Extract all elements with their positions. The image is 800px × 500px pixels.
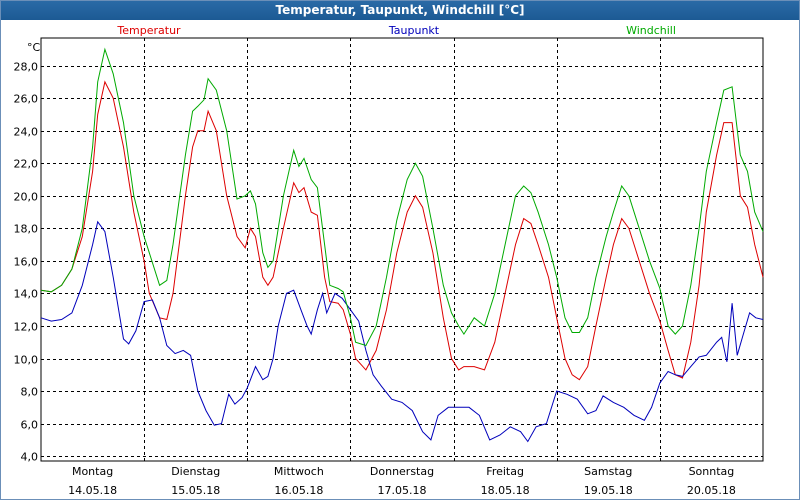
legend-temperatur: Temperatur	[116, 24, 181, 37]
x-tick-date-label: 15.05.18	[171, 484, 220, 497]
y-tick-label: 8,0	[21, 386, 39, 399]
y-tick-label: 28,0	[14, 61, 39, 74]
x-tick-date-label: 14.05.18	[68, 484, 117, 497]
x-tick-day-label: Donnerstag	[370, 465, 434, 478]
x-tick-date-label: 17.05.18	[378, 484, 427, 497]
y-tick-label: 26,0	[14, 93, 39, 106]
series-line-temperatur	[40, 80, 764, 381]
y-tick-label: 22,0	[14, 158, 39, 171]
legend-windchill: Windchill	[626, 24, 676, 37]
x-tick-day-label: Montag	[72, 465, 113, 478]
y-tick-label: 14,0	[14, 288, 39, 301]
series-line-taupunkt	[40, 220, 764, 443]
y-tick-label: 18,0	[14, 223, 39, 236]
x-tick-day-label: Freitag	[486, 465, 524, 478]
legend-taupunkt: Taupunkt	[388, 24, 440, 37]
x-tick-date-label: 16.05.18	[274, 484, 323, 497]
x-tick-date-label: 19.05.18	[584, 484, 633, 497]
x-tick-day-label: Sonntag	[689, 465, 735, 478]
y-tick-label: 10,0	[14, 354, 39, 367]
series-line-windchill	[40, 47, 764, 347]
y-tick-label: 24,0	[14, 126, 39, 139]
chart-canvas: 4,0 6,0 8,0 10,0 12,0 14,0 16,0 18,0 20,0 22,0 24,…	[14, 24, 764, 497]
x-tick-date-label: 18.05.18	[481, 484, 530, 497]
y-tick-label: 16,0	[14, 256, 39, 269]
x-tick-date-label: 20.05.18	[687, 484, 736, 497]
chart-title: Temperatur, Taupunkt, Windchill [°C]	[1, 1, 799, 20]
x-tick-day-label: Mittwoch	[274, 465, 324, 478]
y-axis-unit: °C	[27, 41, 41, 54]
y-tick-label: 4,0	[21, 451, 39, 464]
y-tick-label: 12,0	[14, 321, 39, 334]
x-tick-day-label: Dienstag	[171, 465, 220, 478]
y-tick-label: 6,0	[21, 419, 39, 432]
plot-area	[40, 37, 764, 462]
y-tick-label: 20,0	[14, 191, 39, 204]
x-tick-day-label: Samstag	[584, 465, 632, 478]
